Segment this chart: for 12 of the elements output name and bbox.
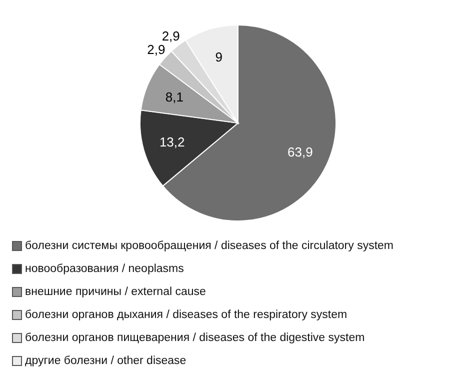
data-label: 2,9 bbox=[162, 28, 180, 44]
legend-label: другие болезни / other disease bbox=[25, 354, 186, 366]
data-label: 8,1 bbox=[165, 90, 184, 105]
data-label: 13,2 bbox=[159, 134, 185, 150]
data-label: 63,9 bbox=[288, 144, 313, 160]
legend-label: внешние причины / external cause bbox=[25, 286, 206, 298]
legend-label: болезни органов дыхания / diseases of the respiratory system bbox=[25, 308, 348, 320]
legend-label: болезни системы кровообращения / diseases of the circulatory system bbox=[25, 240, 394, 252]
data-label: 9 bbox=[215, 50, 222, 65]
legend-label: болезни органов пищеварения / diseases of the digestive system bbox=[25, 332, 365, 344]
legend-label: новообразования / neoplasms bbox=[25, 262, 184, 274]
data-label: 2,9 bbox=[147, 42, 166, 57]
